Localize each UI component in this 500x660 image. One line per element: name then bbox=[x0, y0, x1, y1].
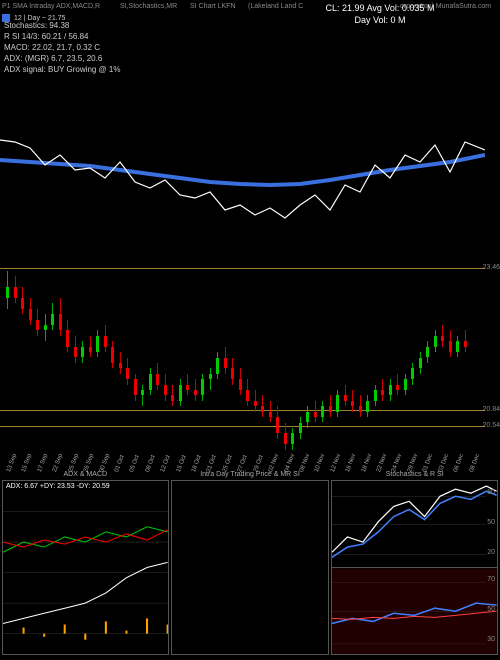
price-level-label: 20.54 bbox=[482, 422, 500, 429]
stochastics-rsi-panel: Stochastics & R SI 80 50 20 70 50 30 bbox=[331, 480, 498, 655]
top-stats: CL: 21.99 Avg Vol: 0.035 M Day Vol: 0 M bbox=[300, 2, 460, 26]
panel-title: ADX & MACD bbox=[3, 471, 168, 478]
close-avgvol: CL: 21.99 Avg Vol: 0.035 M bbox=[300, 2, 460, 14]
info-stochastics: Stochastics: 94.38 bbox=[4, 20, 120, 31]
indicator-info: Stochastics: 94.38 R SI 14/3: 60.21 / 56… bbox=[4, 20, 120, 75]
price-level-label: 23.46 bbox=[482, 264, 500, 271]
lower-panel-row: ADX & MACD ADX: 6.67 +DY: 23.53 -DY: 20.… bbox=[0, 480, 500, 655]
info-rsi: R SI 14/3: 60.21 / 56.84 bbox=[4, 31, 120, 42]
header-item: P1 SMA Intraday ADX,MACD,R bbox=[2, 3, 100, 10]
intraday-panel: Intra Day Trading Price & MR SI bbox=[171, 480, 330, 655]
panel-title: Stochastics & R SI bbox=[332, 471, 497, 478]
day-vol: Day Vol: 0 M bbox=[300, 14, 460, 26]
panel-title: Intra Day Trading Price & MR SI bbox=[172, 471, 329, 478]
price-sma-chart bbox=[0, 100, 500, 250]
info-adx-signal: ADX signal: BUY Growing @ 1% bbox=[4, 64, 120, 75]
info-adx: ADX: (MGR) 6.7, 23.5, 20.6 bbox=[4, 53, 120, 64]
header-item: SI,Stochastics,MR bbox=[120, 3, 177, 10]
candlestick-chart: 23.46 20.84 20.54 bbox=[0, 260, 500, 470]
info-macd: MACD: 22.02, 21.7, 0.32 C bbox=[4, 42, 120, 53]
adx-macd-panel: ADX & MACD ADX: 6.67 +DY: 23.53 -DY: 20.… bbox=[2, 480, 169, 655]
price-level-label: 20.84 bbox=[482, 406, 500, 413]
header-item: SI Chart LKFN bbox=[190, 3, 236, 10]
header-item: (Lakeland Land C bbox=[248, 3, 303, 10]
